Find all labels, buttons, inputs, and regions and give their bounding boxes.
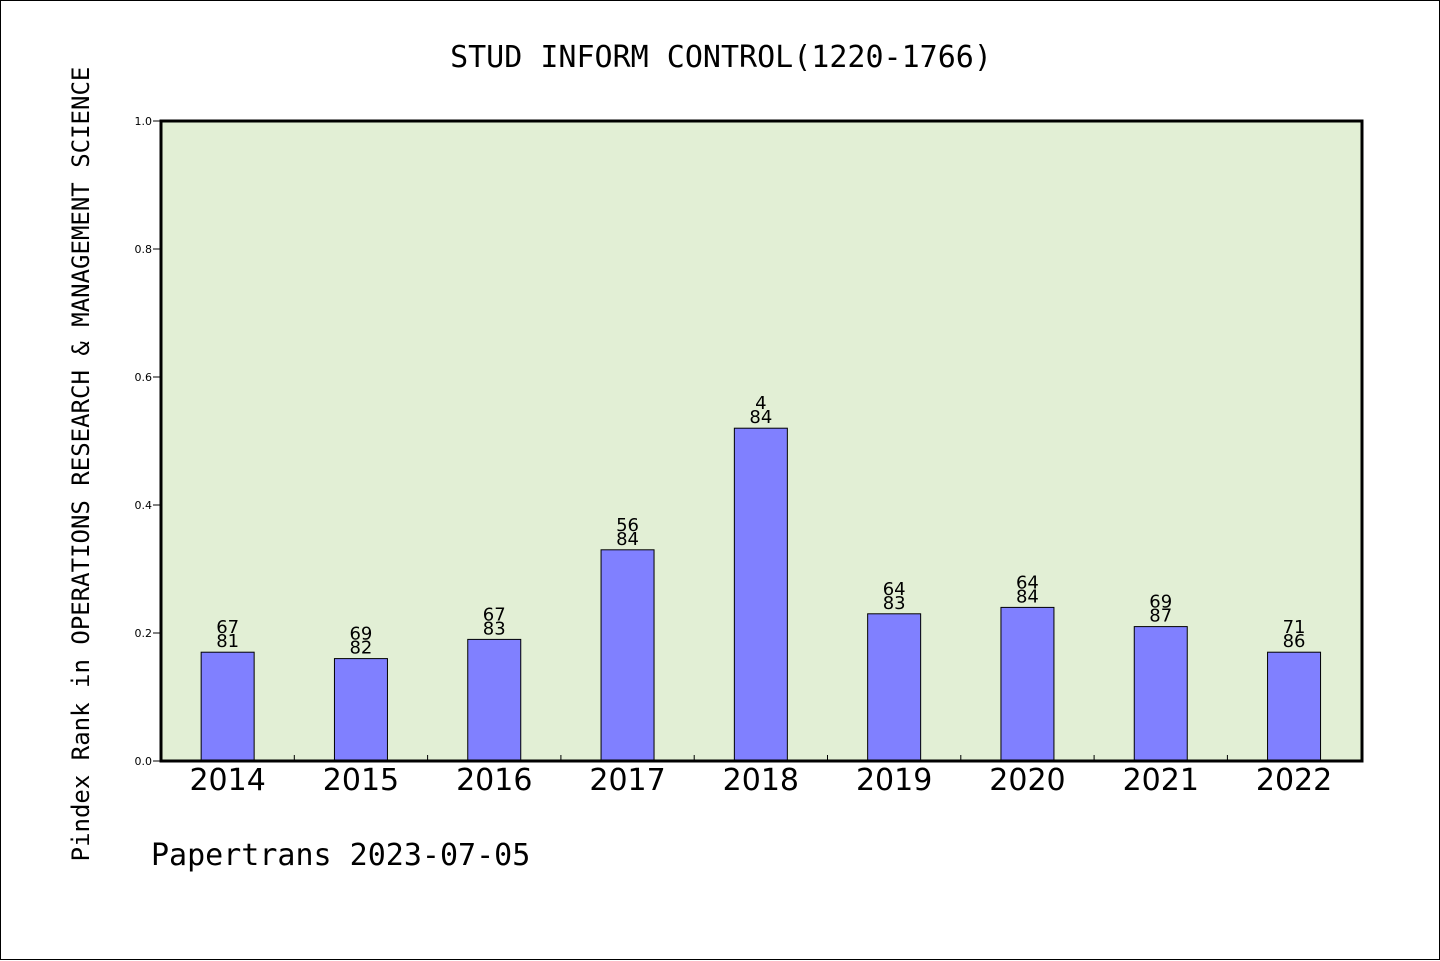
- bar-total-label: 87: [1149, 606, 1172, 627]
- bar-rank-label: 69: [1149, 592, 1172, 613]
- x-tick-label: 2016: [456, 763, 532, 798]
- bar-total-label: 84: [749, 407, 772, 428]
- x-tick-label: 2014: [189, 763, 265, 798]
- bar-total-label: 86: [1283, 631, 1306, 652]
- y-axis-label: Pindex Rank in OPERATIONS RESEARCH & MAN…: [67, 67, 95, 862]
- bar-2017: [600, 549, 655, 762]
- x-tick-label: 2015: [323, 763, 399, 798]
- bar-rank-label: 67: [216, 617, 239, 638]
- x-tick-label: 2022: [1256, 763, 1332, 798]
- y-tick-label: 0.2: [135, 627, 153, 640]
- x-tick-label: 2021: [1123, 763, 1199, 798]
- footer-credit: Papertrans 2023-07-05: [151, 838, 530, 873]
- bar-total-label: 84: [616, 529, 639, 550]
- x-tick-label: 2020: [989, 763, 1065, 798]
- bar-total-label: 83: [483, 618, 506, 639]
- bar-rank-label: 64: [883, 579, 906, 600]
- bar-rank-label: 71: [1283, 617, 1306, 638]
- x-axis-ticks: 2014 2015 2016 2017 2018 2019 2020 2021 2022: [189, 755, 1332, 798]
- x-tick-label: 2019: [856, 763, 932, 798]
- bar-2019: [867, 613, 922, 762]
- bar-2015: [333, 658, 388, 762]
- y-tick-label: 1.0: [135, 115, 153, 128]
- bar-2018: [733, 427, 788, 762]
- bar-total-label: 81: [216, 631, 239, 652]
- plot-border: [159, 119, 1364, 763]
- y-axis-ticks: 0.0 0.2 0.4 0.6 0.8 1.0: [135, 115, 161, 768]
- bar-2014: [200, 651, 255, 762]
- bar-rank-label: 69: [349, 624, 372, 645]
- bar-rank-label: 56: [616, 515, 639, 536]
- bar-2022: [1267, 651, 1322, 762]
- bar-rank-label: 64: [1016, 572, 1039, 593]
- x-tick-label: 2018: [723, 763, 799, 798]
- bar-2020: [1000, 606, 1055, 762]
- bar-rank-label: 4: [755, 393, 766, 414]
- bar-total-label: 84: [1016, 586, 1039, 607]
- bars-group: [200, 427, 1322, 762]
- bar-2021: [1133, 626, 1188, 762]
- bar-total-label: 83: [883, 593, 906, 614]
- x-tick-label: 2017: [589, 763, 665, 798]
- y-tick-label: 0.4: [135, 499, 153, 512]
- bar-rank-label: 67: [483, 604, 506, 625]
- chart-title: STUD INFORM CONTROL(1220-1766): [450, 40, 992, 75]
- y-tick-label: 0.0: [135, 755, 153, 768]
- y-tick-label: 0.6: [135, 371, 153, 384]
- bar-total-label: 82: [349, 638, 372, 659]
- y-tick-label: 0.8: [135, 243, 153, 256]
- bar-2016: [467, 638, 522, 762]
